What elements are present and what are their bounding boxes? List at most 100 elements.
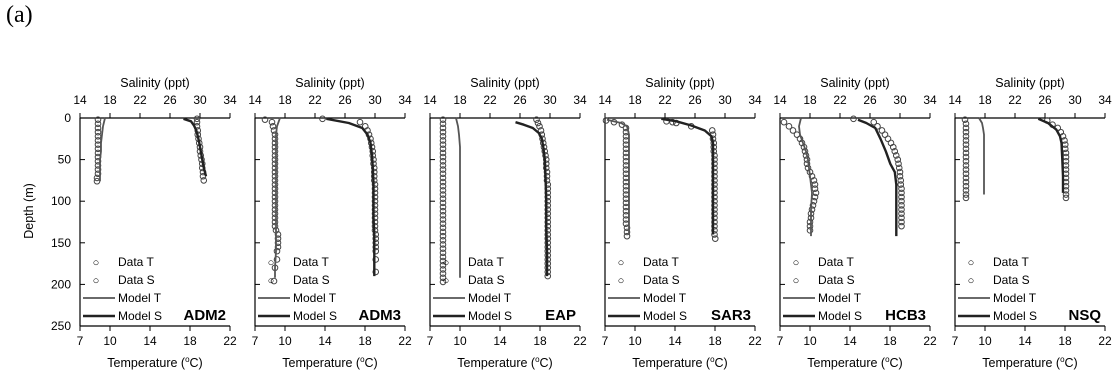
- salinity-tick-label: 22: [308, 93, 322, 107]
- data-t-point: [271, 131, 279, 138]
- legend-label-model-t: Model T: [118, 291, 162, 305]
- temperature-tick-label: 18: [883, 334, 897, 348]
- data-s-point: [711, 202, 718, 209]
- site-label: NSQ: [1068, 307, 1101, 324]
- salinity-tick-label: 30: [543, 93, 557, 107]
- data-s-point: [200, 177, 208, 184]
- data-s-point: [898, 193, 905, 201]
- data-t-point: [439, 224, 447, 232]
- data-t-point: [261, 116, 269, 123]
- data-s-point: [898, 214, 905, 222]
- model-t-line: [978, 117, 985, 195]
- model-s-line: [1037, 117, 1065, 193]
- data-t-point: [439, 191, 447, 198]
- data-s-point: [711, 189, 718, 197]
- salinity-tick-label: 30: [893, 93, 907, 107]
- data-s-point: [544, 210, 552, 217]
- salinity-tick-label: 30: [193, 93, 207, 107]
- data-s-point: [895, 160, 902, 168]
- temperature-tick-label: 7: [252, 334, 259, 348]
- data-t-point: [806, 222, 814, 230]
- data-s-point: [1062, 194, 1070, 202]
- data-s-point: [898, 222, 905, 230]
- data-t-point: [439, 133, 447, 140]
- salinity-tick-label: 18: [453, 93, 467, 107]
- legend-circle-marker: ○: [793, 275, 800, 287]
- salinity-tick-label: 34: [748, 93, 762, 107]
- data-t-point: [439, 249, 447, 257]
- salinity-tick-label: 30: [718, 93, 732, 107]
- data-s-point: [544, 218, 552, 226]
- data-t-point: [962, 157, 970, 165]
- data-t-point: [439, 253, 447, 261]
- data-t-point: [271, 197, 279, 205]
- temperature-axis-title: Temperature (oC): [632, 355, 727, 370]
- profile-panel-hcb3: 14 18 22 26 30 34 7 10 14 18 22 Salinity (ppt) Tempe…: [773, 76, 937, 370]
- legend-label-model-s: Model S: [468, 309, 512, 323]
- legend-label-model-t: Model T: [818, 291, 862, 305]
- data-s-point: [1062, 149, 1070, 157]
- data-t-point: [273, 247, 281, 255]
- data-t-point: [439, 128, 447, 136]
- data-t-point: [962, 124, 970, 132]
- temperature-tick-label: 10: [978, 334, 992, 348]
- data-s-point: [372, 256, 380, 263]
- data-t-point: [271, 168, 279, 176]
- salinity-tick-label: 30: [1068, 93, 1082, 107]
- temperature-axis-title-degree: o: [885, 355, 890, 364]
- data-s-point: [370, 164, 378, 172]
- data-t-point: [785, 123, 793, 130]
- legend-label-model-t: Model T: [468, 291, 512, 305]
- data-t-point: [271, 164, 279, 172]
- legend-label-data-s: Data S: [118, 273, 155, 287]
- data-s-point: [356, 118, 364, 126]
- model-t-line: [99, 117, 106, 182]
- data-t-point: [439, 216, 447, 223]
- temperature-axis-title-suffix: C): [1065, 356, 1078, 370]
- data-s-point: [544, 222, 552, 230]
- temperature-tick-label: 22: [748, 334, 762, 348]
- data-t-point: [962, 182, 970, 190]
- data-t-point: [439, 137, 447, 144]
- data-t-point: [439, 166, 447, 173]
- legend-label-data-t: Data T: [293, 255, 329, 269]
- data-t-point: [439, 232, 447, 240]
- temperature-axis-title: Temperature (oC): [982, 355, 1077, 370]
- salinity-tick-label: 18: [278, 93, 292, 107]
- data-t-point: [439, 124, 447, 132]
- data-s-point: [711, 164, 718, 172]
- salinity-axis-title: Salinity (ppt): [995, 76, 1064, 90]
- salinity-tick-label: 26: [688, 93, 702, 107]
- data-s-point: [894, 156, 902, 163]
- data-t-point: [962, 194, 970, 202]
- data-t-point: [439, 261, 447, 269]
- data-t-point: [439, 141, 447, 148]
- temperature-tick-label: 14: [318, 334, 332, 348]
- temperature-tick-label: 14: [1018, 334, 1032, 348]
- temperature-axis-title-prefix: Temperature (: [982, 356, 1061, 370]
- data-t-point: [962, 149, 970, 157]
- data-s-point: [897, 177, 905, 184]
- data-t-point: [962, 174, 970, 182]
- data-s-point: [708, 127, 716, 134]
- temperature-axis-title: Temperature (oC): [282, 355, 377, 370]
- model-t-line: [455, 117, 461, 278]
- legend-circle-marker: ○: [793, 257, 800, 269]
- data-s-point: [372, 243, 380, 251]
- legend-label-data-t: Data T: [643, 255, 679, 269]
- salinity-tick-label: 26: [338, 93, 352, 107]
- data-t-point: [439, 178, 447, 186]
- legend-label-data-s: Data S: [468, 273, 505, 287]
- data-s-point: [542, 156, 550, 163]
- legend-label-model-s: Model S: [293, 309, 337, 323]
- temperature-axis-title-degree: o: [185, 355, 190, 364]
- data-t-point: [271, 139, 279, 147]
- data-s-point: [711, 185, 718, 193]
- data-s-point: [870, 118, 878, 126]
- site-label: EAP: [545, 307, 576, 324]
- data-t-point: [806, 218, 814, 226]
- data-s-point: [711, 172, 718, 180]
- data-t-point: [961, 116, 969, 123]
- temperature-tick-label: 22: [398, 334, 412, 348]
